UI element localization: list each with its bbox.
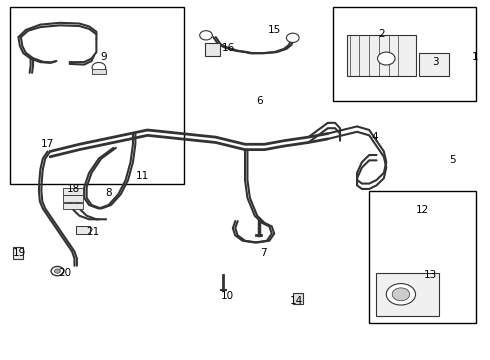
Text: 3: 3	[432, 57, 439, 67]
Text: 19: 19	[13, 248, 26, 258]
Circle shape	[386, 284, 416, 305]
Text: 13: 13	[423, 270, 437, 280]
Text: 9: 9	[100, 52, 107, 62]
Text: 20: 20	[58, 268, 71, 278]
Circle shape	[377, 52, 395, 65]
Text: 5: 5	[450, 156, 456, 165]
Circle shape	[200, 31, 212, 40]
FancyBboxPatch shape	[293, 293, 303, 304]
Text: 8: 8	[105, 188, 112, 198]
Circle shape	[392, 288, 410, 301]
FancyBboxPatch shape	[63, 195, 83, 202]
FancyBboxPatch shape	[369, 191, 476, 323]
Text: 4: 4	[372, 132, 378, 142]
Text: 7: 7	[260, 248, 266, 258]
Text: 21: 21	[87, 227, 100, 237]
Bar	[375, 273, 439, 316]
Text: 10: 10	[220, 291, 234, 301]
FancyBboxPatch shape	[92, 68, 106, 73]
Text: 1: 1	[472, 52, 479, 62]
FancyBboxPatch shape	[63, 188, 83, 195]
Text: 17: 17	[41, 139, 54, 149]
Circle shape	[54, 269, 60, 273]
Text: 2: 2	[378, 28, 385, 39]
Circle shape	[92, 63, 106, 72]
Text: 11: 11	[135, 171, 148, 181]
Text: 6: 6	[256, 96, 263, 107]
FancyBboxPatch shape	[10, 7, 184, 184]
Text: 16: 16	[221, 43, 235, 53]
FancyBboxPatch shape	[76, 226, 90, 234]
FancyBboxPatch shape	[333, 7, 476, 102]
Circle shape	[287, 33, 299, 42]
Text: 14: 14	[290, 296, 303, 306]
Text: 12: 12	[416, 205, 429, 215]
FancyBboxPatch shape	[204, 43, 220, 56]
Bar	[419, 53, 449, 76]
FancyBboxPatch shape	[13, 247, 24, 259]
Circle shape	[51, 266, 64, 276]
Text: 15: 15	[268, 25, 281, 35]
Text: 18: 18	[67, 184, 80, 194]
FancyBboxPatch shape	[63, 203, 83, 209]
Bar	[347, 35, 416, 76]
